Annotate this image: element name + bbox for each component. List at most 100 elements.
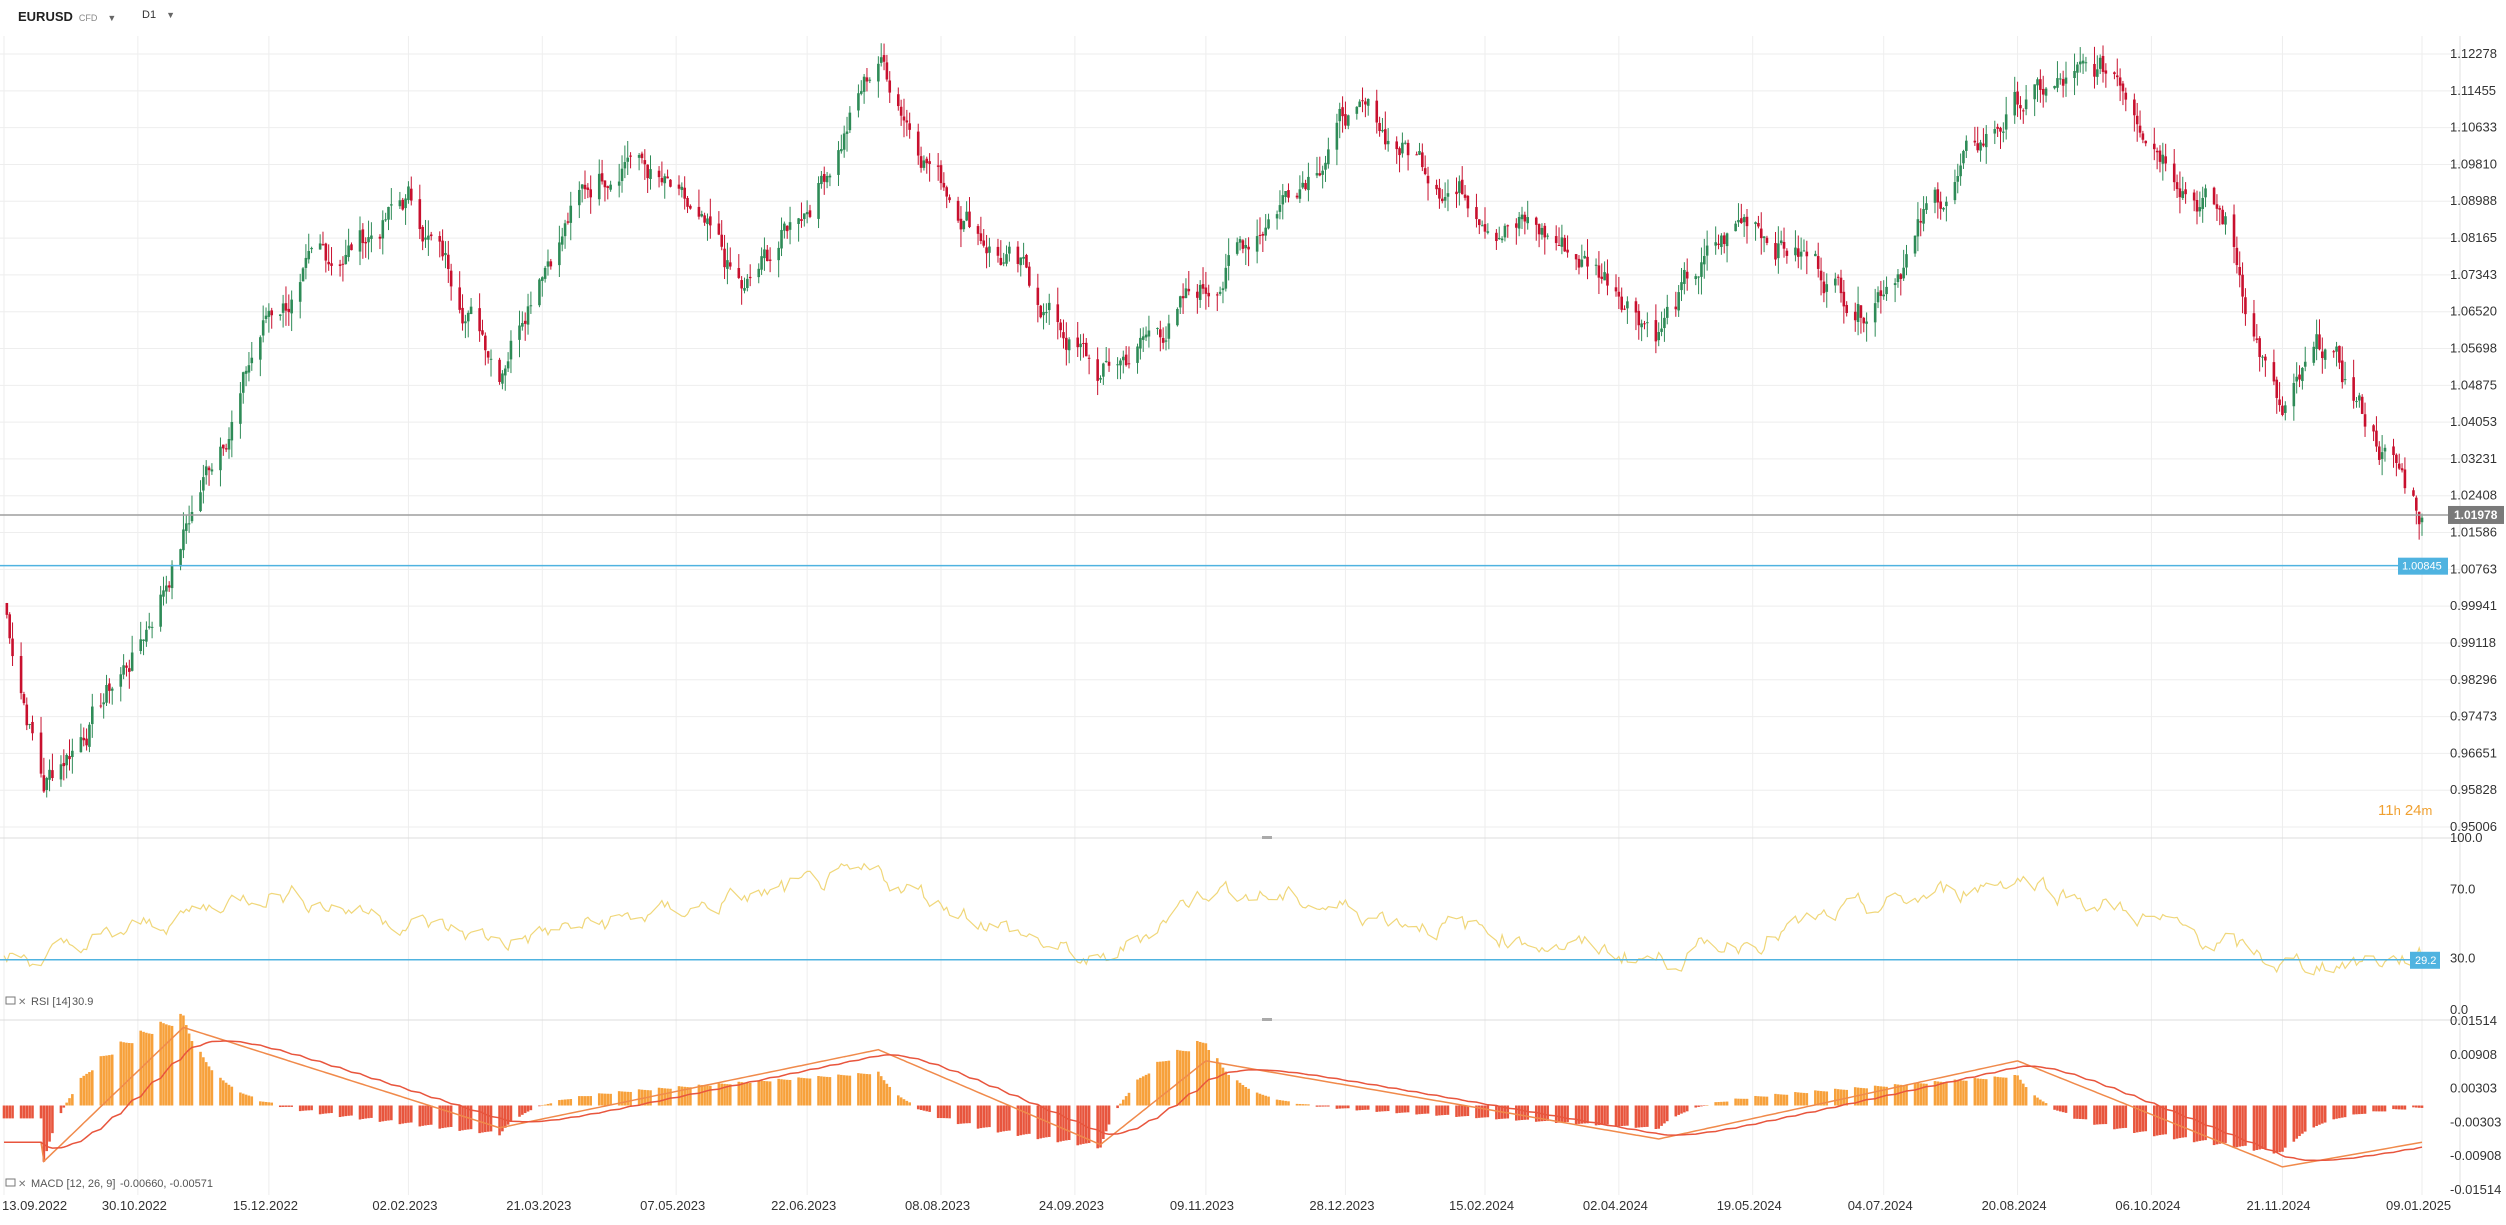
settings-icon[interactable]	[5, 996, 16, 1005]
macd-bar	[2358, 1105, 2361, 1115]
macd-bar	[190, 1041, 194, 1106]
candle	[677, 184, 681, 189]
macd-bar	[2375, 1105, 2378, 1112]
symbol-selector[interactable]: EURUSD CFD ▼	[18, 9, 116, 24]
candle	[1657, 332, 1661, 341]
macd-bar	[1799, 1092, 1803, 1106]
candle	[2161, 154, 2165, 164]
candle	[122, 665, 125, 675]
candle	[1554, 236, 1558, 244]
macd-bar	[159, 1021, 162, 1106]
candle	[22, 694, 26, 704]
candle	[506, 361, 510, 369]
pane-resize-handle[interactable]	[1262, 836, 1272, 839]
candle	[1745, 216, 1749, 227]
date-label: 20.08.2024	[1982, 1198, 2047, 1213]
candle	[1215, 294, 1219, 296]
macd-bar	[486, 1105, 490, 1132]
candle	[1583, 255, 1586, 259]
macd-legend[interactable]: ✕ MACD [12, 26, 9] -0.00660, -0.00571	[5, 1178, 213, 1190]
settings-icon[interactable]	[5, 1178, 16, 1187]
price-tick-label: 1.12278	[2450, 46, 2497, 61]
macd-bar	[857, 1073, 860, 1106]
rsi-level-tag[interactable]: 29.2	[2410, 951, 2440, 969]
candle	[384, 219, 387, 221]
candle	[2318, 334, 2321, 350]
macd-bar	[1623, 1105, 1626, 1126]
macd-bar	[1495, 1105, 1498, 1120]
candle	[965, 211, 968, 221]
macd-pane[interactable]	[2, 1013, 2424, 1168]
timeframe-label: D1	[142, 9, 157, 21]
candle	[1982, 143, 1985, 146]
price-pane[interactable]	[0, 43, 2448, 798]
candle	[202, 477, 205, 491]
macd-bar	[1700, 1105, 1703, 1107]
candle	[484, 335, 487, 351]
macd-bar	[304, 1105, 308, 1111]
candle	[2192, 192, 2196, 201]
price-tick-label: 1.08165	[2450, 230, 2497, 245]
macd-bar	[1685, 1105, 1689, 1112]
candle	[2215, 204, 2219, 209]
macd-bar	[922, 1105, 926, 1111]
candle	[982, 240, 986, 246]
macd-bar	[538, 1105, 541, 1107]
macd-bar	[1984, 1079, 1988, 1106]
macd-bar	[2113, 1105, 2116, 1130]
macd-bar	[629, 1091, 632, 1106]
macd-bar	[1104, 1105, 1108, 1132]
candle	[159, 594, 162, 627]
price-tick-label: 1.06520	[2450, 304, 2497, 319]
macd-bar	[1554, 1105, 1558, 1123]
macd-bar	[1913, 1082, 1917, 1106]
macd-bar	[1646, 1105, 1649, 1127]
macd-bar	[1284, 1100, 1287, 1106]
candle	[427, 235, 430, 240]
close-icon[interactable]: ✕	[18, 1179, 26, 1190]
candle	[25, 704, 29, 726]
candle	[301, 268, 305, 282]
candle	[481, 330, 484, 335]
macd-bar	[1361, 1105, 1364, 1110]
timeframe-selector[interactable]: D1 ▼	[142, 9, 175, 21]
macd-bar	[1922, 1083, 1925, 1106]
candle	[1534, 217, 1538, 225]
candle	[2172, 163, 2176, 183]
candle	[2113, 72, 2116, 75]
close-icon[interactable]: ✕	[18, 997, 26, 1008]
macd-bar	[347, 1105, 350, 1116]
macd-bar	[99, 1056, 103, 1106]
pane-resize-handle[interactable]	[1262, 1018, 1272, 1021]
candle	[2073, 71, 2076, 79]
price-tick-label: 1.11455	[2450, 83, 2496, 98]
candle	[543, 267, 547, 279]
candle	[2420, 517, 2424, 523]
macd-bar	[1107, 1105, 1111, 1125]
candle	[1557, 245, 1561, 247]
macd-bar	[1916, 1082, 1920, 1106]
macd-bar	[976, 1105, 980, 1129]
rsi-legend[interactable]: ✕ RSI [14] 30.9	[5, 996, 93, 1008]
candle	[2284, 405, 2287, 413]
candle	[663, 176, 667, 184]
candle	[2281, 405, 2284, 415]
candle	[686, 197, 689, 207]
candle	[2272, 362, 2276, 382]
macd-bar	[1754, 1095, 1757, 1106]
macd-bar	[202, 1057, 205, 1106]
candle	[1008, 246, 1011, 254]
rsi-pane[interactable]	[0, 862, 2423, 976]
macd-bar	[1087, 1105, 1091, 1144]
macd-bar	[207, 1066, 211, 1106]
candle	[222, 444, 225, 449]
candle	[304, 257, 308, 268]
candle	[1463, 194, 1467, 198]
candle	[1124, 354, 1128, 366]
candle	[1403, 142, 1407, 144]
macd-bar	[324, 1105, 328, 1114]
level-price-tag[interactable]: 1.00845	[2398, 557, 2448, 575]
date-label: 07.05.2023	[640, 1198, 705, 1213]
rsi-tick-label: 30.0	[2450, 950, 2475, 965]
